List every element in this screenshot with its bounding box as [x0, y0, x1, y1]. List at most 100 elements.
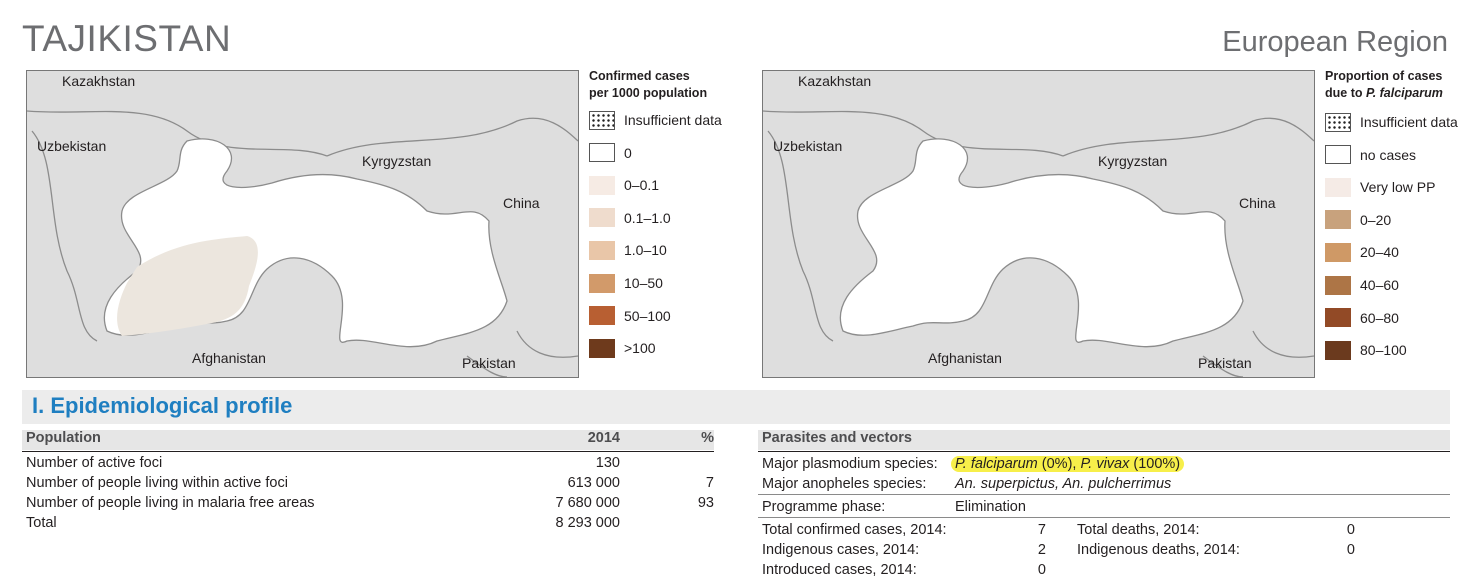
map2-label-kyrgyzstan: Kyrgyzstan — [1098, 153, 1167, 169]
legend2-item: 40–60 — [1325, 274, 1399, 296]
legend2-swatch — [1325, 242, 1351, 262]
case-label: Indigenous cases, 2014: — [762, 542, 920, 558]
section-bar — [22, 390, 1450, 424]
map2-label-kazakhstan: Kazakhstan — [798, 73, 871, 89]
legend1-item: Insufficient data — [589, 109, 722, 131]
legend1-swatch — [589, 338, 615, 358]
case-label: Introduced cases, 2014: — [762, 562, 917, 578]
incidence-map: Kazakhstan Uzbekistan Kyrgyzstan China A… — [26, 70, 579, 378]
legend2-label: no cases — [1360, 146, 1417, 163]
death-value: 0 — [1346, 542, 1355, 558]
parasites-header-band — [758, 430, 1450, 450]
map2-label-afghanistan: Afghanistan — [928, 350, 1002, 366]
population-header: Population — [26, 430, 101, 446]
legend2-swatch — [1325, 145, 1351, 165]
legend2-swatch — [1325, 275, 1351, 295]
legend2-swatch — [1325, 308, 1351, 328]
legend1-label: 10–50 — [624, 275, 663, 291]
legend2-swatch — [1325, 112, 1351, 132]
case-value: 2 — [1037, 542, 1046, 558]
population-row-label: Number of people living within active fo… — [26, 475, 288, 491]
legend2-swatch — [1325, 340, 1351, 360]
legend1-title: Confirmed cases per 1000 population — [589, 69, 708, 100]
legend1-item: 0.1–1.0 — [589, 207, 671, 229]
population-header-band — [22, 430, 714, 450]
anopheles-value: An. superpictus, An. pulcherrimus — [955, 476, 1172, 492]
map1-label-kyrgyzstan: Kyrgyzstan — [362, 153, 431, 169]
legend2-label: 0–20 — [1360, 211, 1392, 228]
legend1-label: 1.0–10 — [624, 242, 667, 259]
population-year-header: 2014 — [587, 430, 620, 446]
legend1-label: 50–100 — [624, 307, 671, 324]
population-pct-header: % — [701, 430, 714, 446]
legend1-label: 0.1–1.0 — [624, 209, 671, 226]
legend1-item: 0 — [589, 142, 632, 164]
plasmodium-highlight: P. falciparum (0%), P. vivax (100%) — [951, 456, 1185, 472]
legend1-swatch — [589, 110, 615, 130]
legend2-label: 20–40 — [1360, 244, 1399, 261]
case-value: 0 — [1037, 562, 1046, 578]
population-rule — [22, 451, 714, 452]
legend2-label: Insufficient data — [1360, 114, 1458, 130]
legend2-label: 40–60 — [1360, 277, 1399, 293]
legend1-swatch — [589, 175, 615, 195]
map2-label-uzbekistan: Uzbekistan — [773, 138, 842, 154]
map1-label-afghanistan: Afghanistan — [192, 350, 266, 366]
legend1-label: 0–0.1 — [624, 177, 660, 194]
population-row-pct: 93 — [697, 495, 714, 511]
plasmodium-label: Major plasmodium species: — [762, 456, 938, 472]
parasites-rule — [758, 451, 1450, 452]
legend1-swatch — [589, 306, 615, 326]
legend2-item: 20–40 — [1325, 241, 1399, 263]
legend2-swatch — [1325, 177, 1351, 197]
population-row-value: 8 293 000 — [555, 515, 620, 531]
legend1-label: 0 — [624, 144, 632, 161]
legend2-item: Very low PP — [1325, 176, 1435, 198]
legend2-item: no cases — [1325, 144, 1416, 166]
plasmodium-value: P. falciparum (0%), P. vivax (100%) — [951, 454, 1185, 474]
map1-label-pakistan: Pakistan — [462, 355, 516, 371]
legend2-item: 80–100 — [1325, 339, 1407, 361]
legend2-item: 60–80 — [1325, 307, 1399, 329]
legend2-item: Insufficient data — [1325, 111, 1458, 133]
case-label: Total confirmed cases, 2014: — [762, 522, 947, 538]
legend2-swatch — [1325, 210, 1351, 230]
legend1-item: 0–0.1 — [589, 174, 659, 196]
legend2-label: 60–80 — [1360, 309, 1399, 326]
population-row-label: Total — [26, 515, 57, 531]
death-label: Indigenous deaths, 2014: — [1077, 542, 1240, 558]
legend2-label: 80–100 — [1360, 342, 1407, 359]
phase-label: Programme phase: — [762, 499, 886, 515]
legend1-label: >100 — [624, 340, 656, 357]
legend1-swatch — [589, 208, 615, 228]
falciparum-map: Kazakhstan Uzbekistan Kyrgyzstan China A… — [762, 70, 1315, 378]
map1-label-china: China — [503, 195, 540, 211]
legend1-swatch — [589, 240, 615, 260]
country-title: TAJIKISTAN — [22, 18, 232, 59]
legend2-label: Very low PP — [1360, 179, 1436, 196]
legend2-title: Proportion of cases due to P. falciparum — [1325, 69, 1443, 100]
death-label: Total deaths, 2014: — [1077, 522, 1200, 538]
parasites-rule-3 — [758, 517, 1450, 518]
phase-value: Elimination — [955, 499, 1026, 515]
region-title: European Region — [1222, 26, 1448, 58]
parasites-header: Parasites and vectors — [762, 430, 912, 446]
legend1-item: 10–50 — [589, 272, 663, 294]
legend1-swatch — [589, 273, 615, 293]
population-row-pct: 7 — [705, 475, 714, 491]
anopheles-label: Major anopheles species: — [762, 476, 927, 492]
legend1-item: 50–100 — [589, 305, 671, 327]
parasites-rule-2 — [758, 494, 1450, 495]
map2-label-pakistan: Pakistan — [1198, 355, 1252, 371]
map1-label-uzbekistan: Uzbekistan — [37, 138, 106, 154]
legend1-item: >100 — [589, 337, 656, 359]
map1-label-kazakhstan: Kazakhstan — [62, 73, 135, 89]
section-title: I. Epidemiological profile — [32, 393, 293, 418]
death-value: 0 — [1346, 522, 1355, 538]
population-row-label: Number of active foci — [26, 455, 163, 471]
legend1-swatch — [589, 143, 615, 163]
map2-label-china: China — [1239, 195, 1276, 211]
case-value: 7 — [1037, 522, 1046, 538]
population-row-label: Number of people living in malaria free … — [26, 495, 315, 511]
population-row-value: 7 680 000 — [555, 495, 620, 511]
